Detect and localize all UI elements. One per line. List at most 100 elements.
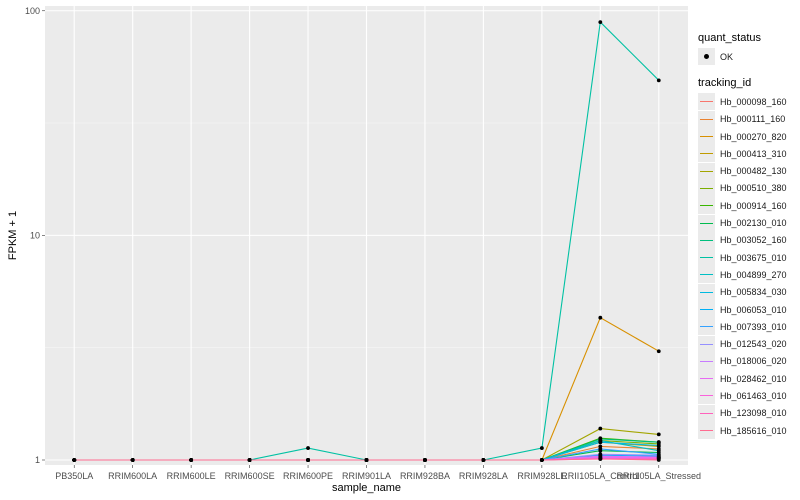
legend-item: Hb_000482_130 — [690, 162, 798, 180]
y-tick-label: 1 — [35, 455, 40, 465]
line-key-icon — [698, 283, 715, 301]
data-point-Hb_185616_010 — [656, 458, 661, 462]
line-key-icon — [698, 214, 715, 232]
legend-shape-title: quant_status — [698, 32, 761, 44]
legend-item-label: Hb_028462_010 — [720, 373, 787, 384]
line-key-icon — [698, 318, 715, 336]
line-key-icon — [698, 404, 715, 422]
line-key-icon — [698, 110, 715, 128]
data-point-Hb_185616_010 — [598, 457, 603, 461]
legend-item-label: Hb_000413_310 — [720, 148, 787, 159]
legend-item-label: Hb_002130_010 — [720, 218, 787, 229]
x-tick-label: RRIM600PE — [283, 471, 333, 481]
data-point-Hb_000270_820 — [656, 349, 661, 354]
x-tick-label: RRIM600SE — [225, 471, 275, 481]
line-key-icon — [698, 197, 715, 215]
data-point-Hb_185616_010 — [481, 458, 486, 462]
legend-item: Hb_003052_160 — [690, 231, 798, 249]
x-axis-ticks: PB350LA RRIM600LA RRIM600LE RRIM600SE RRIM60… — [55, 465, 701, 481]
line-key-icon — [698, 231, 715, 249]
line-key-icon — [698, 352, 715, 370]
legend-item-label: Hb_185616_010 — [720, 425, 787, 436]
data-point-Hb_185616_010 — [423, 458, 427, 462]
legend-item-label: Hb_005834_030 — [720, 287, 787, 298]
point-key-icon — [698, 48, 715, 66]
data-point-Hb_003675_010 — [539, 446, 544, 450]
legend-color-list: Hb_000098_160 Hb_000111_160 Hb_000270_820 H… — [690, 93, 798, 440]
line-key-icon — [698, 387, 715, 405]
x-tick-label: RRII105LA_Control — [561, 471, 639, 481]
data-point-Hb_003675_010 — [598, 20, 603, 25]
legend-item-label: Hb_000482_130 — [720, 166, 787, 177]
legend-item: Hb_007393_010 — [690, 318, 798, 336]
legend-item-label: Hb_006053_010 — [720, 304, 787, 315]
legend-item: Hb_005834_030 — [690, 283, 798, 301]
y-tick-label: 100 — [25, 6, 40, 16]
x-axis-title: sample_name — [332, 482, 401, 494]
x-tick-label: RRIM928BA — [400, 471, 450, 481]
data-point-Hb_003675_010 — [306, 446, 310, 450]
legend-item: Hb_185616_010 — [690, 422, 798, 440]
data-point-Hb_007393_010 — [598, 447, 603, 451]
legend-item: Hb_123098_010 — [690, 404, 798, 422]
x-tick-label: RRIM928LA — [459, 471, 508, 481]
legend-item-label: Hb_003052_160 — [720, 235, 787, 246]
legend-item: Hb_000914_160 — [690, 197, 798, 215]
legend-item: Hb_000111_160 — [690, 110, 798, 128]
y-axis-ticks: 1 10 100 — [25, 6, 45, 465]
y-axis-title: FPKM + 1 — [7, 211, 19, 260]
legend-item: Hb_006053_010 — [690, 301, 798, 318]
legend-item: Hb_028462_010 — [690, 370, 798, 388]
legend-item-label: Hb_000111_160 — [720, 114, 786, 125]
legend-item: Hb_018006_020 — [690, 352, 798, 370]
legend-item: Hb_000413_310 — [690, 145, 798, 163]
line-key-icon — [698, 93, 715, 111]
data-point-Hb_003052_160 — [656, 440, 661, 445]
legend-item: Hb_003675_010 — [690, 249, 798, 267]
data-point-Hb_185616_010 — [130, 458, 135, 462]
line-key-icon — [698, 162, 715, 180]
legend-item-label: Hb_000098_160 — [720, 96, 787, 107]
legend-item-label: Hb_018006_020 — [720, 356, 787, 367]
x-tick-label: PB350LA — [55, 471, 93, 481]
data-point-Hb_185616_010 — [364, 458, 369, 462]
legend-item-label: Hb_061463_010 — [720, 390, 787, 401]
line-key-icon — [698, 335, 715, 353]
legend-item-label: Hb_000510_380 — [720, 183, 787, 194]
line-key-icon — [698, 422, 715, 440]
line-key-icon — [698, 370, 715, 388]
legend-item: Hb_000510_380 — [690, 179, 798, 197]
legend-item: Hb_004899_270 — [690, 266, 798, 284]
legend-item: Hb_000270_820 — [690, 128, 798, 146]
data-point-Hb_185616_010 — [539, 458, 544, 462]
x-tick-label: RRIM901LA — [342, 471, 391, 481]
legend-item-label: Hb_000914_160 — [720, 200, 787, 211]
legend-color-group: tracking_id Hb_000098_160 Hb_000111_160 Hb… — [690, 77, 798, 440]
data-point-Hb_185616_010 — [247, 458, 252, 462]
x-tick-label: RRIM600LE — [167, 471, 216, 481]
legend-item-label: Hb_007393_010 — [720, 321, 787, 332]
line-key-icon — [698, 145, 715, 163]
legend-item-label: Hb_123098_010 — [720, 408, 787, 419]
data-point-Hb_003675_010 — [656, 78, 661, 83]
legend-item: Hb_061463_010 — [690, 387, 798, 405]
x-tick-label: RRIM600LA — [108, 471, 157, 481]
legend-item-label: Hb_012543_020 — [720, 339, 787, 350]
data-point-Hb_185616_010 — [72, 458, 77, 462]
legend-shape-label: OK — [720, 51, 734, 62]
data-point-Hb_000482_130 — [656, 432, 661, 437]
x-tick-label: RRIM928LE — [517, 471, 566, 481]
line-key-icon — [698, 266, 715, 284]
line-key-icon — [698, 249, 715, 267]
y-tick-label: 10 — [30, 230, 40, 240]
legend-item-label: Hb_004899_270 — [720, 269, 787, 280]
data-point-Hb_005834_030 — [598, 440, 603, 445]
line-key-icon — [698, 128, 715, 146]
legend-shape-row: OK — [690, 48, 798, 66]
legend: quant_status OK tracking_id Hb_000098_16… — [690, 32, 798, 451]
data-point-Hb_000482_130 — [598, 426, 603, 431]
legend-item: Hb_012543_020 — [690, 335, 798, 353]
legend-item-label: Hb_000270_820 — [720, 131, 787, 142]
data-point-Hb_000270_820 — [598, 315, 603, 320]
